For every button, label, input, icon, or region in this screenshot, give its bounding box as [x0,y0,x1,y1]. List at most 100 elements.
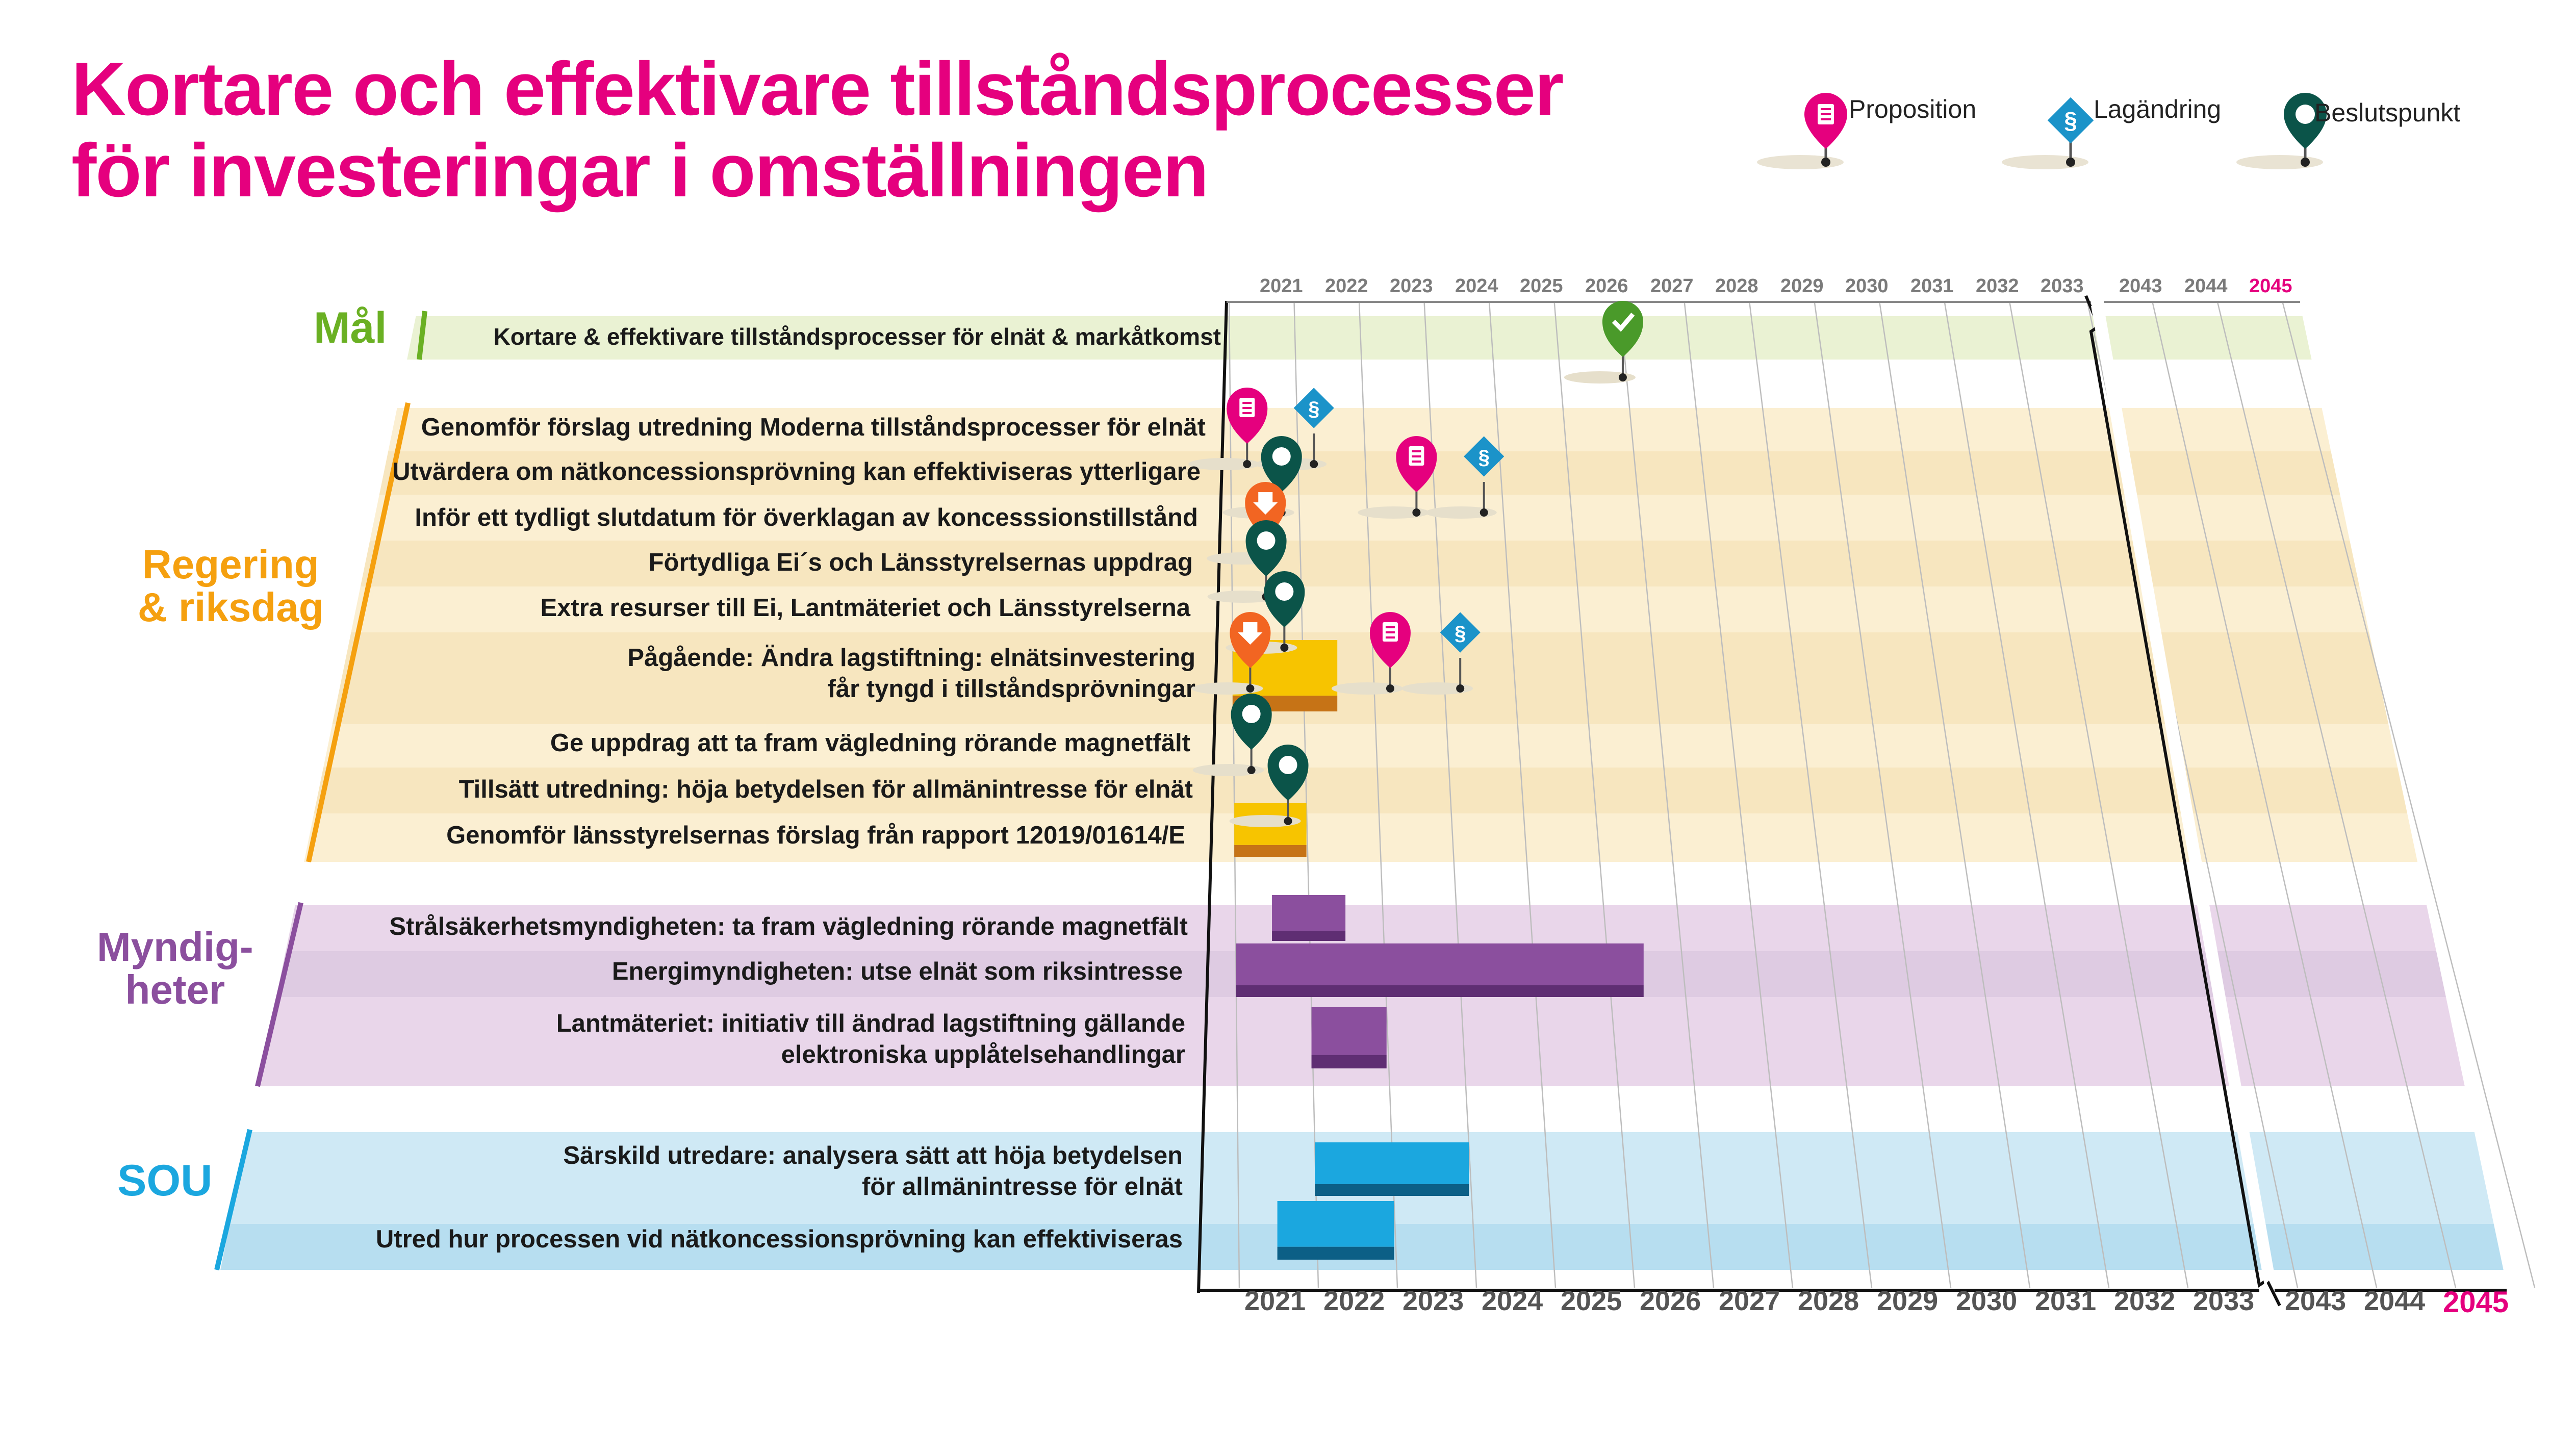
mal-check-marker-mal-0-shadow [1564,371,1636,384]
grid-line-12 [2008,300,2189,1288]
row-band-r3 [370,495,2350,541]
grid-line-5 [1553,300,1636,1288]
lagandring-marker-r6-11-glyph: § [1455,622,1466,645]
lagandring-marker-r1-2-glyph: § [1308,398,1319,420]
year-bottom-2024: 2024 [1482,1286,1543,1316]
lagandring-marker-r2-5-base [1480,508,1488,517]
year-top-2024: 2024 [1455,275,1498,297]
row-band-m1 [286,905,2436,951]
year-top-2031: 2031 [1910,275,1954,297]
group-label-regering-line1: Regering [142,542,319,587]
legend-beslutspunkt-label: Beslutspunkt [2314,98,2461,127]
bar-shadow-m1-2 [1272,931,1346,941]
year-bottom-2027: 2027 [1719,1286,1780,1316]
year-top-2032: 2032 [1976,275,2019,297]
mal-check-marker-mal-0-check [1612,313,1635,332]
varning-marker-r6-9-arrow [1238,622,1263,645]
group-label-myndigheter-line1: Myndig- [97,924,253,969]
group-label-mal: Mål [314,303,387,352]
year-top-2028: 2028 [1715,275,1758,297]
row-band-r2 [379,451,2340,495]
group-slash-sou [214,1129,252,1271]
bar-s2-6 [1277,1201,1394,1247]
mal-check-marker-mal-0-base [1618,373,1627,381]
row-label-r8: Tillsätt utredning: höja betydelsen för … [458,776,1193,803]
row-label-m3-line1: Lantmäteriet: initiativ till ändrad lags… [556,1010,1185,1037]
proposition-marker-r1-1-base [1243,460,1252,468]
lagandring-marker-r6-11-shadow [1401,682,1473,695]
beslutspunkt-marker-r7-12-shadow [1192,764,1264,776]
year-bottom-2030: 2030 [1956,1286,2018,1316]
row-label-mal: Kortare & effektivare tillståndsprocesse… [493,323,1221,350]
year-bottom-2021: 2021 [1244,1286,1306,1316]
lagandring-marker-r6-11-base [1456,684,1465,693]
bar-shadow-r9-1 [1234,845,1307,857]
year-bottom-2031: 2031 [2035,1286,2097,1316]
grid-line-2 [1358,300,1398,1288]
row-band-r5 [351,586,2369,632]
year-bottom-2032: 2032 [2114,1286,2176,1316]
legend-lagandring-label: Lagändring [2094,95,2222,123]
row-label-s1-line2: för allmänintresse för elnät [861,1173,1183,1201]
beslutspunkt-marker-r8-13-base [1284,817,1292,825]
year-top-2025: 2025 [1520,275,1563,297]
group-slash-mal [417,311,427,360]
bar-shadow-m2-3 [1236,985,1644,997]
bar-shadow-m3-4 [1311,1055,1387,1068]
axis-break-gap [2091,306,2275,1285]
row-label-m1: Strålsäkerhetsmyndigheten: ta fram vägle… [389,913,1188,940]
beslutspunkt-marker-r2-3-ring [1272,447,1291,466]
beslutspunkt-marker-r8-13-ring [1279,756,1297,774]
year-top-2043: 2043 [2119,275,2162,297]
row-label-r6-line2: får tyngd i tillståndsprövningar [827,675,1195,703]
year-top-2029: 2029 [1780,275,1824,297]
row-label-m2: Energimyndigheten: utse elnät som riksin… [611,958,1183,985]
year-top-2045: 2045 [2249,275,2292,297]
beslutspunkt-marker-r4-7-shadow [1207,591,1279,603]
varning-marker-r6-9-base [1246,684,1255,693]
legend-proposition-label: Proposition [1849,95,1977,123]
proposition-marker-r2-4-shadow [1358,506,1430,519]
lagandring-marker-r2-5-shadow [1425,506,1497,519]
row-label-r5: Extra resurser till Ei, Lantmäteriet och… [540,594,1190,622]
lagandring-marker-r6-11 [1440,612,1481,653]
grid-line-14 [2151,300,2378,1288]
varning-marker-r3-6-arrow [1253,492,1278,515]
proposition-marker-r1-1-shadow [1188,458,1260,470]
year-top-2021: 2021 [1260,275,1303,297]
bar-m3-4 [1311,1007,1387,1055]
grid-line-10 [1878,300,2031,1288]
group-label-sou: SOU [117,1156,213,1205]
year-top-2027: 2027 [1650,275,1694,297]
beslutspunkt-marker-r5-8-ring [1275,582,1294,601]
bar-m2-3 [1236,943,1644,985]
lagandring-marker-r1-2-base [1310,460,1318,468]
year-bottom-2023: 2023 [1402,1286,1464,1316]
grid-line-7 [1684,300,1794,1288]
row-label-r9: Genomför länsstyrelsernas förslag från r… [446,822,1185,849]
row-label-r4: Förtydliga Ei´s och Länsstyrelsernas upp… [648,549,1193,576]
row-band-r1 [388,408,2331,451]
year-bottom-2045: 2045 [2443,1286,2509,1319]
year-bottom-2026: 2026 [1640,1286,1701,1316]
proposition-marker-r6-10-base [1386,684,1394,693]
group-slash-myndigheter [255,902,303,1087]
beslutspunkt-marker-r5-8-base [1280,644,1289,652]
group-label-myndigheter-line2: heter [125,967,225,1012]
year-bottom-2044: 2044 [2364,1286,2426,1316]
bar-shadow-s1-5 [1315,1184,1469,1196]
group-slash-regering [306,402,411,863]
row-band-r9 [304,813,2418,862]
row-label-m3: Lantmäteriet: initiativ till ändrad lags… [556,1008,1185,1071]
grid-line-6 [1618,300,1715,1288]
row-band-mal [407,316,2312,360]
group-label-regering: Regering & riksdag [138,543,324,629]
year-bottom-2033: 2033 [2193,1286,2255,1316]
grid-line-15 [2216,300,2457,1288]
year-top-2026: 2026 [1585,275,1628,297]
bar-shadow-s2-6 [1277,1246,1394,1260]
beslutspunkt-marker-r7-12-base [1247,766,1256,774]
page-title: Kortare och effektivare tillståndsproces… [71,48,1564,212]
proposition-marker-r6-10-shadow [1331,682,1403,695]
